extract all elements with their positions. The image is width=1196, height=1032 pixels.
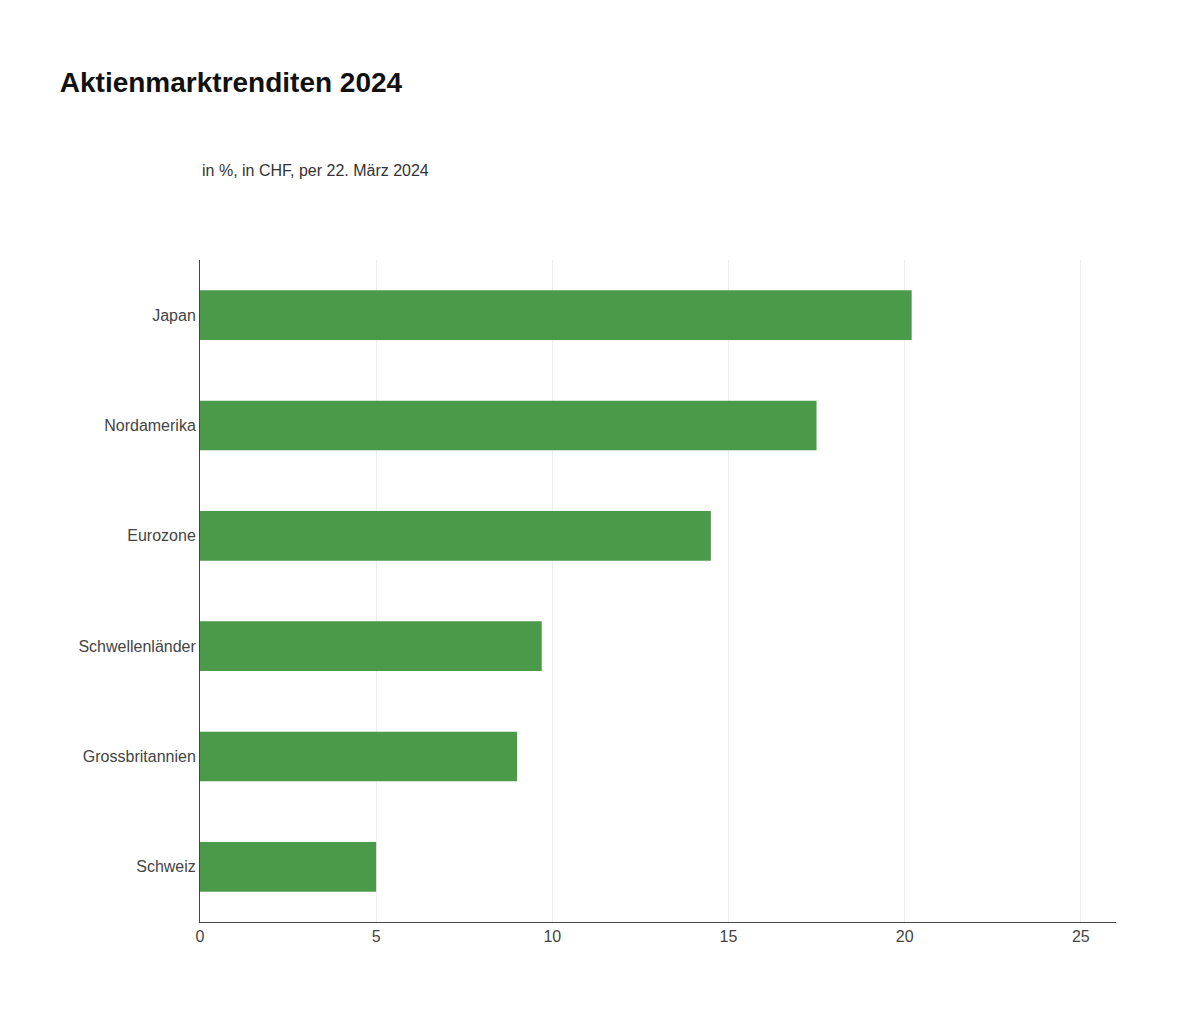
svg-text:Japan: Japan — [152, 307, 196, 324]
svg-text:Schwellenländer: Schwellenländer — [78, 638, 196, 655]
svg-text:5: 5 — [372, 928, 381, 945]
svg-text:Nordamerika: Nordamerika — [104, 417, 196, 434]
svg-text:0: 0 — [196, 928, 205, 945]
svg-text:10: 10 — [543, 928, 561, 945]
svg-text:in %, in CHF, per 22. März 202: in %, in CHF, per 22. März 2024 — [202, 162, 429, 179]
svg-text:15: 15 — [720, 928, 738, 945]
svg-text:Schweiz: Schweiz — [136, 858, 196, 875]
svg-text:Eurozone: Eurozone — [127, 527, 196, 544]
svg-text:Aktienmarktrenditen 2024: Aktienmarktrenditen 2024 — [60, 67, 403, 98]
svg-text:25: 25 — [1072, 928, 1090, 945]
svg-text:Grossbritannien: Grossbritannien — [83, 748, 196, 765]
svg-text:20: 20 — [896, 928, 914, 945]
